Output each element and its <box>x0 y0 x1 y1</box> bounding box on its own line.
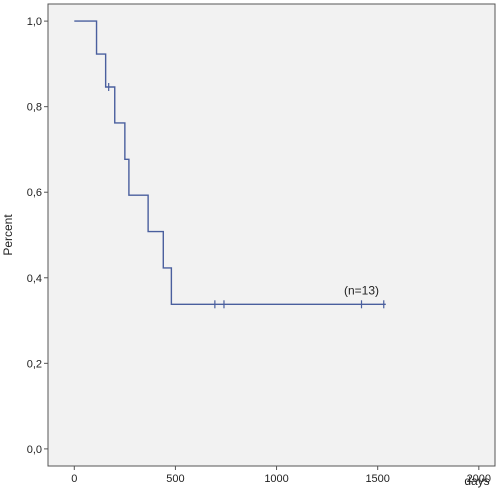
x-tick-label: 1500 <box>365 473 389 485</box>
censor-marks <box>108 82 385 309</box>
y-tick-label: 0,4 <box>27 273 42 285</box>
sample-size-annotation: (n=13) <box>344 283 379 297</box>
y-axis: 0,0 0,2 0,4 0,6 0,8 1,0 <box>27 16 48 456</box>
x-tick-label: 0 <box>71 473 77 485</box>
x-tick-label: 1000 <box>264 473 288 485</box>
y-tick-label: 0,2 <box>27 358 42 370</box>
plot-area <box>47 3 496 467</box>
y-tick-label: 0,0 <box>27 444 42 456</box>
y-tick-label: 1,0 <box>27 16 42 28</box>
x-axis: 0 500 1000 1500 2000 <box>71 466 491 485</box>
survival-curve <box>74 20 386 305</box>
y-axis-title: Percent <box>1 214 15 256</box>
y-tick-label: 0,8 <box>27 102 42 114</box>
x-tick-label: 2000 <box>467 473 491 485</box>
x-axis-title: days <box>464 474 489 488</box>
y-tick-label: 0,6 <box>27 187 42 199</box>
x-tick-label: 500 <box>166 473 184 485</box>
